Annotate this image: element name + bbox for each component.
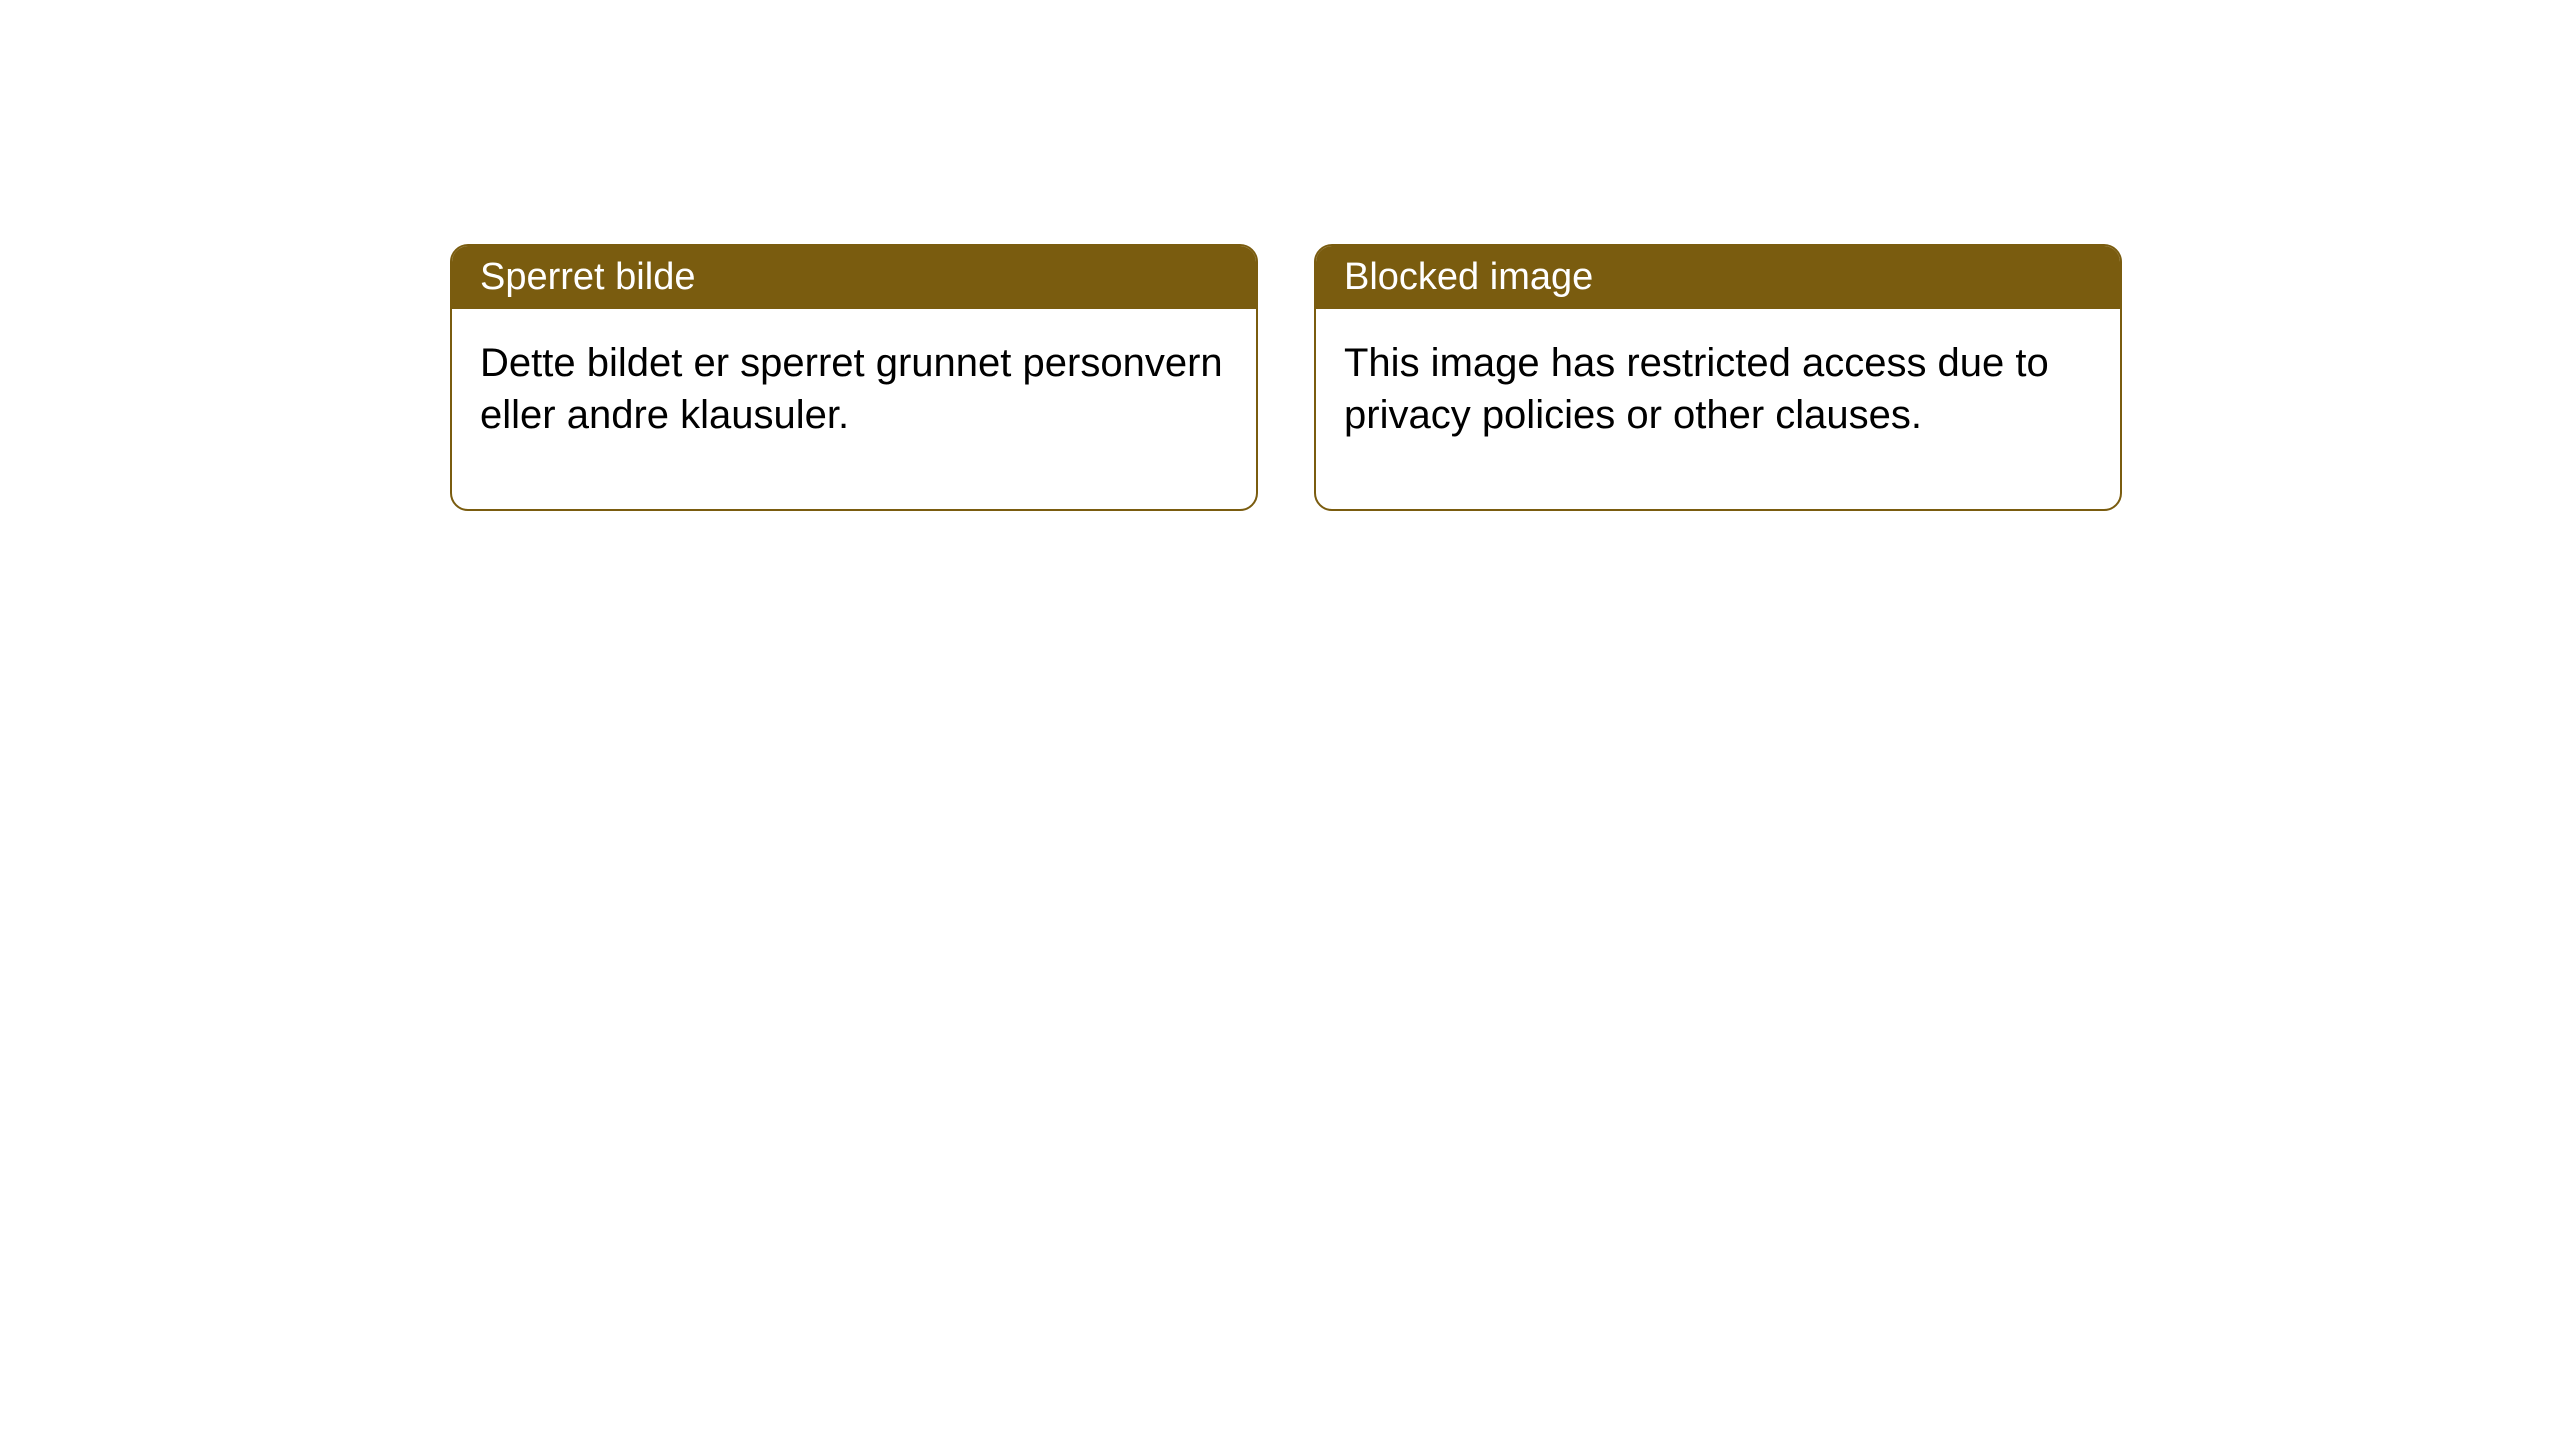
notice-container: Sperret bilde Dette bildet er sperret gr… — [0, 0, 2560, 511]
notice-body-norwegian: Dette bildet er sperret grunnet personve… — [452, 309, 1256, 509]
notice-card-norwegian: Sperret bilde Dette bildet er sperret gr… — [450, 244, 1258, 511]
notice-card-english: Blocked image This image has restricted … — [1314, 244, 2122, 511]
notice-title-norwegian: Sperret bilde — [452, 246, 1256, 309]
notice-title-english: Blocked image — [1316, 246, 2120, 309]
notice-body-english: This image has restricted access due to … — [1316, 309, 2120, 509]
